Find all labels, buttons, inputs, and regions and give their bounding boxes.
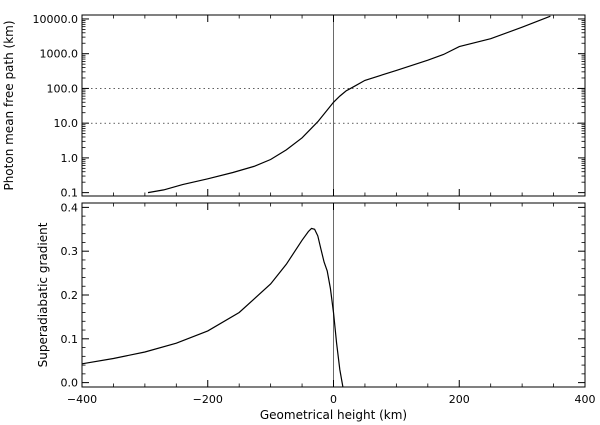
x-tick-label: 0 xyxy=(330,393,337,406)
y-tick-label: 10.0 xyxy=(54,117,79,130)
y-tick-label: 100.0 xyxy=(47,82,79,95)
x-tick-label: −400 xyxy=(67,393,97,406)
y-tick-label: 0.1 xyxy=(61,187,79,200)
y-tick-label: 0.3 xyxy=(61,245,79,258)
x-tick-label: 200 xyxy=(449,393,470,406)
y-tick-label: 0.1 xyxy=(61,333,79,346)
data-line xyxy=(147,15,551,194)
x-tick-label: 400 xyxy=(575,393,596,406)
y-tick-label: 0.0 xyxy=(61,377,79,390)
y-axis-label: Photon mean free path (km) xyxy=(2,20,16,190)
y-tick-label: 1000.0 xyxy=(40,48,79,61)
upper-panel: 0.1 1.0 10.0 100.0 1000.0 10000.0 Photon mean … xyxy=(2,13,586,200)
data-line xyxy=(82,227,344,387)
y-tick-label: 0.4 xyxy=(61,201,79,214)
lower-panel: −400 −200 0 200 400 0.0 0.1 0.2 0.3 0.4 Superadiab… xyxy=(36,201,596,422)
x-axis-label: Geometrical height (km) xyxy=(260,408,407,422)
y-axis-label: Superadiabatic gradient xyxy=(36,222,50,367)
y-tick-label: 0.2 xyxy=(61,289,79,302)
y-tick-label: 10000.0 xyxy=(33,13,79,26)
x-tick-label: −200 xyxy=(193,393,223,406)
y-tick-label: 1.0 xyxy=(61,152,79,165)
